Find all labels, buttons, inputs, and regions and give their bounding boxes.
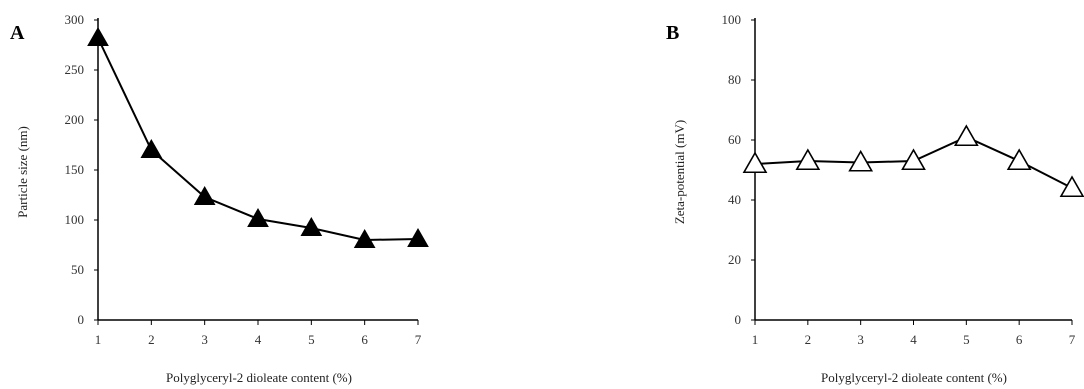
panel-b-x-axis-title: Polyglyceryl-2 dioleate content (%) xyxy=(821,370,1007,385)
panel-b-x-tick-label: 6 xyxy=(1016,332,1023,347)
panel-b-data-point xyxy=(1006,148,1032,171)
panel-a-x-tick-label: 4 xyxy=(255,332,262,347)
panel-b-data-point xyxy=(848,149,874,172)
panel-a-y-axis-title: Particle size (nm) xyxy=(15,126,30,218)
panel-a-y-tick-label: 50 xyxy=(71,262,84,277)
panel-b-y-tick-label: 60 xyxy=(728,132,741,147)
panel-b-data-point xyxy=(901,148,926,171)
panel-a-data-point xyxy=(140,138,163,158)
panel-a-x-tick-label: 1 xyxy=(95,332,102,347)
panel-a-y-tick-label: 200 xyxy=(65,112,85,127)
panel-b-y-axis-title: Zeta-potential (mV) xyxy=(672,120,687,224)
panel-a-x-tick-label: 7 xyxy=(415,332,422,347)
panel-b-y-tick-label: 0 xyxy=(735,312,742,327)
panel-b-x-tick-label: 3 xyxy=(857,332,864,347)
panel-b-data-point xyxy=(742,151,768,174)
panel-b-data-point xyxy=(953,124,979,147)
panel-a-x-tick-label: 2 xyxy=(148,332,155,347)
chart-panel-b: B Polyglyceryl-2 dioleate content (%) Ze… xyxy=(666,12,1084,385)
panel-b-data-point xyxy=(795,148,821,171)
panel-a-y-tick-label: 100 xyxy=(65,212,85,227)
panel-b-data-point xyxy=(1059,175,1084,198)
panel-b-y-tick-label: 80 xyxy=(728,72,741,87)
panel-a-data-point xyxy=(353,228,376,248)
panel-b-x-tick-label: 5 xyxy=(963,332,970,347)
panel-b-y-tick-label: 100 xyxy=(722,12,742,27)
panel-b-y-tick-label: 40 xyxy=(728,192,741,207)
panel-b-x-tick-label: 7 xyxy=(1069,332,1076,347)
panel-b-label: B xyxy=(666,22,679,44)
panel-b-y-tick-label: 20 xyxy=(728,252,741,267)
panel-a-data-point xyxy=(300,216,323,236)
panel-a-data-point xyxy=(193,185,216,205)
panel-a-y-tick-label: 250 xyxy=(65,62,85,77)
panel-a-label: A xyxy=(10,22,25,44)
panel-a-y-tick-label: 300 xyxy=(65,12,85,27)
panel-b-x-tick-label: 1 xyxy=(752,332,759,347)
panel-b-x-tick-label: 4 xyxy=(910,332,917,347)
panel-b-x-tick-label: 2 xyxy=(805,332,812,347)
panel-a-data-point xyxy=(87,26,109,46)
panel-a-x-axis-title: Polyglyceryl-2 dioleate content (%) xyxy=(166,370,352,385)
panel-a-x-tick-label: 5 xyxy=(308,332,315,347)
panel-a-data-point xyxy=(247,207,269,227)
panel-a-y-tick-label: 150 xyxy=(65,162,85,177)
panel-a-data-point xyxy=(407,227,429,247)
panel-a-y-tick-label: 0 xyxy=(78,312,85,327)
panel-a-x-tick-label: 6 xyxy=(361,332,368,347)
panel-a-x-tick-label: 3 xyxy=(201,332,208,347)
chart-panel-a: A Polyglyceryl-2 dioleate content (%) Pa… xyxy=(10,12,429,385)
